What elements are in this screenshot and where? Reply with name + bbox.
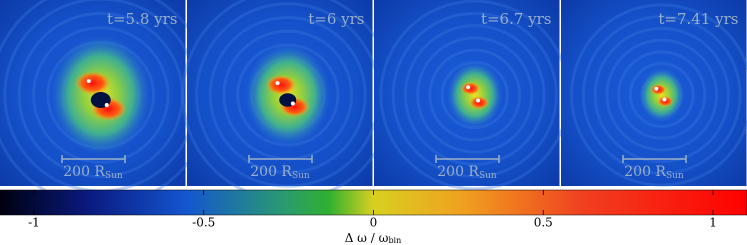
- star: [275, 81, 280, 86]
- tick-label: -1: [28, 216, 40, 230]
- star: [290, 101, 295, 106]
- ripple: [605, 38, 719, 152]
- scale-bar-sub: Sun: [292, 171, 310, 181]
- ripple: [581, 15, 742, 175]
- scale-bar-text: 200 R: [437, 164, 479, 180]
- ripple: [428, 48, 522, 142]
- ripple: [17, 11, 184, 179]
- ripple: [617, 50, 707, 140]
- scale-bar-label: 200 RSun: [250, 164, 310, 181]
- hot-spot: [460, 81, 481, 95]
- colorbar-label-main: Δ ω / ω: [345, 231, 389, 245]
- panel: t=7.41 yrs 200 RSun: [561, 0, 747, 187]
- tick-label: 0.5: [534, 216, 553, 230]
- scale-bar-text: 200 R: [63, 164, 105, 180]
- ripple: [32, 26, 170, 164]
- scale-bar-sub: Sun: [105, 171, 123, 181]
- colorbar-label-sub: bin: [388, 236, 401, 245]
- time-label: t=5.8 yrs: [107, 10, 178, 28]
- ripple: [570, 3, 747, 187]
- scale-bar-text: 200 R: [624, 164, 666, 180]
- hot-spot: [469, 96, 490, 110]
- time-label: t=6.7 yrs: [481, 10, 552, 28]
- panel: t=6.7 yrs 200 RSun: [374, 0, 571, 191]
- ripple: [593, 26, 730, 164]
- time-label: t=6 yrs: [308, 10, 364, 28]
- hot-spot: [74, 71, 111, 95]
- tick-label: 1: [709, 216, 717, 230]
- ripple: [628, 62, 695, 128]
- hot-spot: [265, 74, 297, 96]
- panel: t=6 yrs 200 RSun: [181, 0, 395, 202]
- halo: [447, 62, 503, 128]
- scale-bar-text: 200 R: [250, 164, 292, 180]
- scale-bar-label: 200 RSun: [63, 164, 123, 181]
- scale-bar-sub: Sun: [479, 171, 497, 181]
- ripple: [416, 36, 534, 154]
- star: [104, 103, 109, 107]
- tick-label: 0: [370, 216, 378, 230]
- hot-spot: [650, 84, 667, 95]
- scale-bar-label: 200 RSun: [624, 164, 684, 181]
- star: [662, 97, 667, 102]
- star: [466, 85, 471, 90]
- scale-bar-sub: Sun: [666, 171, 684, 181]
- halo: [639, 68, 685, 122]
- panel: t=5.8 yrs 200 RSun: [0, 0, 213, 207]
- tick-label: -0.5: [192, 216, 215, 230]
- colorbar-ticks: -1 -0.5 0 0.5 1: [28, 190, 717, 230]
- colorbar-label: Δ ω / ωbin: [345, 231, 402, 245]
- star: [476, 98, 481, 103]
- time-label: t=7.41 yrs: [658, 10, 738, 28]
- star: [654, 86, 659, 91]
- scale-bar-label: 200 RSun: [437, 164, 497, 181]
- star: [86, 79, 91, 83]
- ripple: [391, 11, 558, 179]
- hot-spot: [657, 95, 674, 107]
- ripple: [403, 24, 546, 166]
- ripple: [208, 15, 367, 175]
